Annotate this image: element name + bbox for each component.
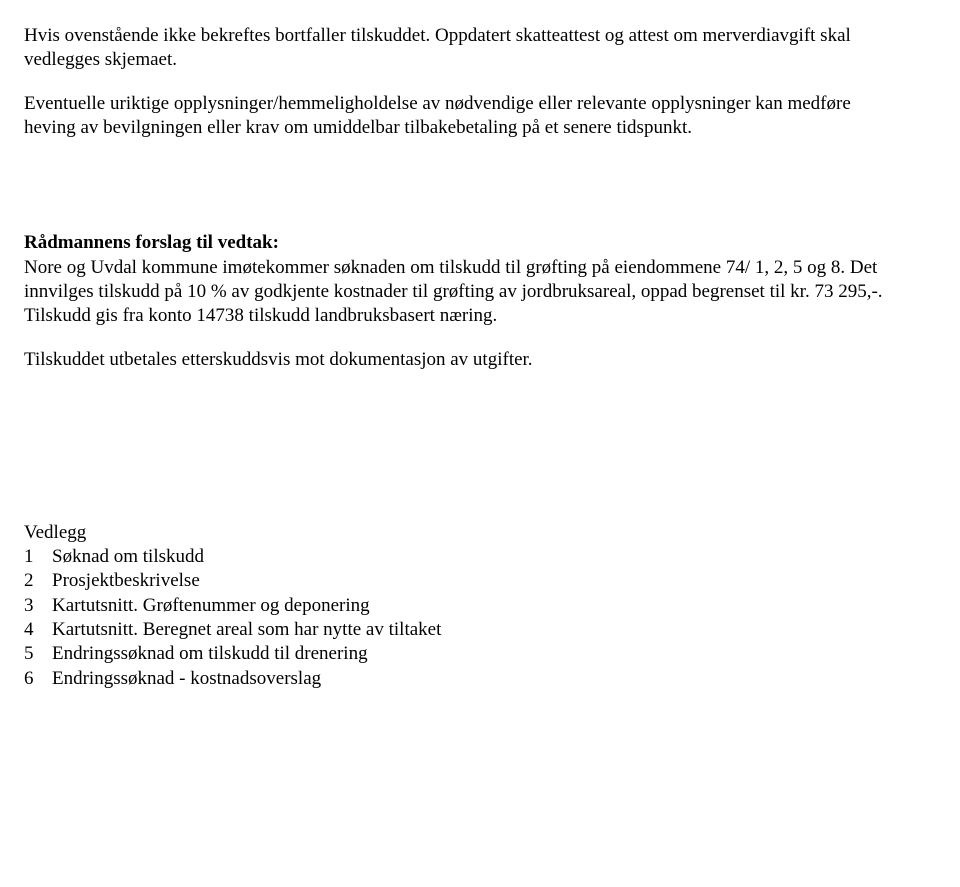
attachment-number: 5: [24, 642, 52, 666]
attachment-text: Kartutsnitt. Beregnet areal som har nytt…: [52, 618, 441, 642]
attachment-number: 4: [24, 618, 52, 642]
attachment-text: Prosjektbeskrivelse: [52, 569, 200, 593]
paragraph: Eventuelle uriktige opplysninger/hemmeli…: [24, 92, 904, 141]
attachment-text: Kartutsnitt. Grøftenummer og deponering: [52, 594, 370, 618]
paragraph: Tilskuddet utbetales etterskuddsvis mot …: [24, 348, 904, 372]
attachment-row: 5 Endringssøknad om tilskudd til dreneri…: [24, 642, 904, 666]
attachment-row: 6 Endringssøknad - kostnadsoverslag: [24, 667, 904, 691]
attachment-row: 4 Kartutsnitt. Beregnet areal som har ny…: [24, 618, 904, 642]
attachment-number: 1: [24, 545, 52, 569]
spacer: [24, 391, 904, 521]
attachments-label: Vedlegg: [24, 521, 904, 545]
attachment-number: 3: [24, 594, 52, 618]
paragraph: Nore og Uvdal kommune imøtekommer søknad…: [24, 256, 904, 329]
attachment-row: 3 Kartutsnitt. Grøftenummer og deponerin…: [24, 594, 904, 618]
attachment-text: Endringssøknad - kostnadsoverslag: [52, 667, 321, 691]
section-heading: Rådmannens forslag til vedtak:: [24, 231, 904, 255]
attachment-row: 1 Søknad om tilskudd: [24, 545, 904, 569]
attachment-row: 2 Prosjektbeskrivelse: [24, 569, 904, 593]
attachment-text: Søknad om tilskudd: [52, 545, 204, 569]
attachment-number: 2: [24, 569, 52, 593]
spacer: [24, 159, 904, 231]
paragraph: Hvis ovenstående ikke bekreftes bortfall…: [24, 24, 904, 73]
attachment-number: 6: [24, 667, 52, 691]
attachment-text: Endringssøknad om tilskudd til drenering: [52, 642, 368, 666]
